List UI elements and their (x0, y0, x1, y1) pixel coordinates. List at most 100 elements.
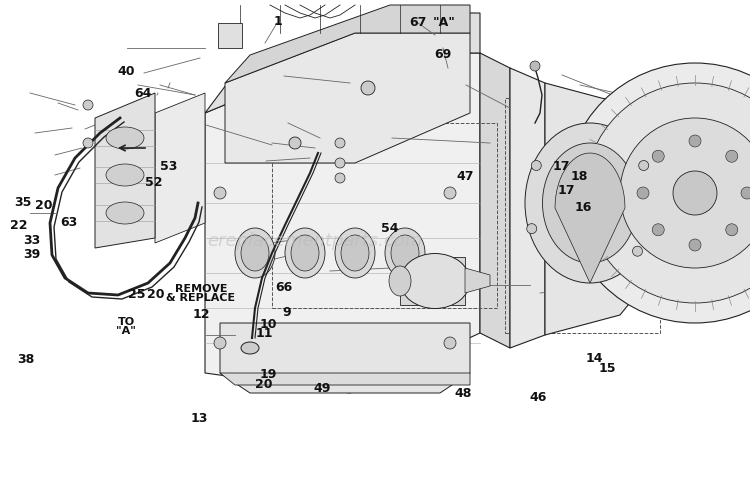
Circle shape (83, 138, 93, 148)
Text: 16: 16 (574, 201, 592, 214)
Text: 10: 10 (260, 318, 278, 331)
Polygon shape (225, 33, 470, 163)
Text: 46: 46 (530, 391, 548, 404)
Circle shape (652, 224, 664, 236)
Ellipse shape (214, 187, 226, 199)
Ellipse shape (285, 228, 325, 278)
Polygon shape (218, 23, 242, 48)
Polygon shape (220, 323, 470, 393)
Text: 13: 13 (190, 412, 208, 425)
Circle shape (335, 138, 345, 148)
Text: 25: 25 (128, 288, 146, 301)
Polygon shape (220, 373, 470, 385)
Text: 47: 47 (456, 170, 474, 183)
Ellipse shape (639, 160, 649, 171)
Text: & REPLACE: & REPLACE (166, 293, 236, 303)
Circle shape (637, 187, 649, 199)
Ellipse shape (531, 160, 542, 171)
Ellipse shape (444, 337, 456, 349)
Polygon shape (480, 53, 510, 348)
Polygon shape (510, 68, 545, 348)
Ellipse shape (106, 202, 144, 224)
Circle shape (585, 83, 750, 303)
Circle shape (620, 118, 750, 268)
Text: 20: 20 (147, 288, 165, 301)
Text: "A": "A" (433, 16, 455, 29)
Text: 52: 52 (145, 176, 163, 189)
Text: 67: 67 (409, 16, 427, 29)
Text: 48: 48 (454, 387, 472, 400)
Ellipse shape (106, 127, 144, 149)
Text: 15: 15 (598, 362, 616, 375)
Text: 35: 35 (13, 196, 32, 209)
Ellipse shape (632, 246, 643, 256)
Text: 40: 40 (117, 65, 135, 78)
Polygon shape (225, 5, 470, 83)
Polygon shape (205, 53, 480, 393)
Circle shape (673, 171, 717, 215)
Circle shape (530, 61, 540, 71)
Text: 9: 9 (282, 306, 291, 319)
Text: 17: 17 (552, 160, 570, 174)
Text: 49: 49 (314, 382, 332, 395)
Text: TO: TO (118, 317, 134, 327)
Circle shape (335, 173, 345, 183)
Ellipse shape (235, 228, 275, 278)
Text: 64: 64 (134, 87, 152, 100)
Bar (505, 98, 660, 333)
Polygon shape (555, 153, 625, 283)
Circle shape (726, 224, 738, 236)
Ellipse shape (385, 228, 425, 278)
Text: 14: 14 (585, 352, 603, 365)
Text: 54: 54 (381, 222, 399, 235)
Ellipse shape (341, 235, 369, 271)
Ellipse shape (335, 228, 375, 278)
Circle shape (652, 150, 664, 162)
Text: 1: 1 (273, 15, 282, 28)
Ellipse shape (389, 266, 411, 296)
Text: "A": "A" (116, 326, 136, 336)
Text: 38: 38 (18, 353, 34, 366)
Text: REMOVE: REMOVE (175, 284, 227, 294)
Polygon shape (400, 257, 465, 305)
Ellipse shape (526, 224, 537, 234)
Circle shape (689, 239, 701, 251)
Ellipse shape (444, 187, 456, 199)
Circle shape (361, 81, 375, 95)
Ellipse shape (391, 235, 419, 271)
Circle shape (335, 158, 345, 168)
Polygon shape (155, 93, 205, 243)
Text: 33: 33 (23, 234, 40, 247)
Circle shape (689, 135, 701, 147)
Circle shape (83, 100, 93, 110)
Text: 17: 17 (557, 184, 575, 197)
Bar (272, 123, 497, 308)
Circle shape (741, 187, 750, 199)
Text: 20: 20 (255, 378, 273, 391)
Circle shape (289, 137, 301, 149)
Polygon shape (95, 93, 155, 248)
Text: 20: 20 (34, 199, 53, 212)
Text: 12: 12 (192, 308, 210, 321)
Circle shape (565, 63, 750, 323)
Text: 11: 11 (255, 327, 273, 341)
Ellipse shape (214, 337, 226, 349)
Text: 63: 63 (60, 216, 78, 229)
Ellipse shape (291, 235, 319, 271)
Polygon shape (205, 13, 480, 113)
Text: 22: 22 (10, 219, 28, 232)
Polygon shape (545, 83, 650, 335)
Ellipse shape (400, 254, 470, 308)
Text: 19: 19 (260, 368, 278, 381)
Text: 39: 39 (23, 248, 40, 261)
Circle shape (726, 150, 738, 162)
Text: 18: 18 (570, 170, 588, 183)
Text: ereplacementparts.com: ereplacementparts.com (207, 232, 423, 250)
Text: 66: 66 (274, 281, 292, 294)
Polygon shape (465, 268, 490, 293)
Text: 69: 69 (433, 48, 451, 61)
Ellipse shape (542, 143, 638, 263)
Ellipse shape (106, 164, 144, 186)
Ellipse shape (241, 235, 269, 271)
Ellipse shape (241, 342, 259, 354)
